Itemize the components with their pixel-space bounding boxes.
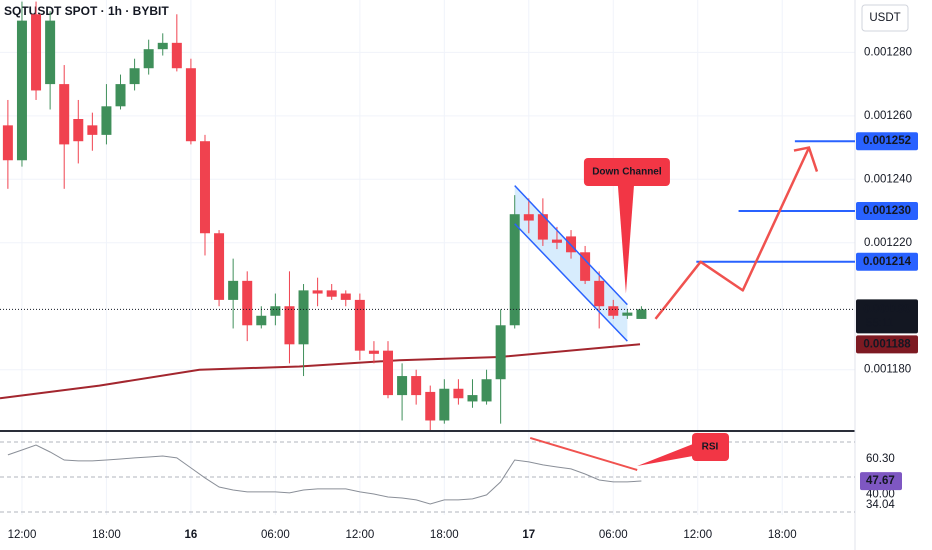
candle-body [636,309,647,319]
chart-title: SQTUSDT SPOT · 1h · BYBIT [4,4,169,18]
candle-body [143,49,154,69]
rsi-callout-label: RSI [702,442,719,453]
candle-body [425,391,436,421]
candle-body [270,306,281,316]
ma-label-box [856,335,918,354]
candle-body [242,280,253,326]
candle-body [467,395,478,402]
callout-label: Down Channel [592,167,662,178]
y-tick-label: 0.001180 [864,364,911,376]
callout-box [583,158,670,186]
rsi-line [7,444,642,505]
candle-body [509,214,520,326]
candle-body [73,119,84,142]
y-tick-label: 0.001220 [864,237,912,249]
candle-body [368,350,379,354]
candle-body [284,306,295,345]
x-tick-label: 06:00 [261,529,290,541]
level-label-box [856,132,918,151]
rsi-callout-pointer [637,444,693,466]
level-label: 0.001214 [863,256,912,268]
candle-body [326,290,337,297]
x-tick-label: 16 [185,529,198,541]
candle-body [453,388,464,399]
candle-body [340,293,351,300]
y-tick-label: 0.001240 [864,173,912,185]
x-tick-label: 18:00 [92,529,121,541]
projection-line [654,147,811,320]
candle-body [59,84,70,145]
candle-body [256,315,267,326]
candle-body [214,233,225,300]
candle-body [115,84,126,107]
x-tick-label: 18:00 [768,529,797,541]
candle-body [157,42,168,50]
x-tick-label: 17 [522,529,535,541]
candle-body [101,106,112,135]
candle-body [383,350,394,396]
candle-body [622,312,633,316]
x-tick-label: 18:00 [430,529,459,541]
candle-body [523,214,534,221]
x-tick-label: 12:00 [683,529,712,541]
projection-arrowhead [793,146,819,172]
candle-body [31,14,42,91]
channel-line [514,185,628,306]
callout-pointer [617,186,634,294]
candle-body [16,20,27,161]
candle-body [537,214,548,240]
candle-body [608,306,619,316]
candle-body [129,68,140,85]
candle-body [298,290,309,345]
x-tick-label: 12:00 [345,529,374,541]
rsi-tick-label: 60.30 [866,453,895,465]
y-tick-label: 0.001260 [864,110,912,122]
candle-body [312,290,323,294]
rsi-current-label: 47.67 [866,475,895,487]
y-tick-label: 0.001280 [864,46,912,58]
current-price-label: 0.001199 [863,303,910,315]
countdown: 55:11 [866,317,894,329]
candle-body [185,68,196,142]
candle-body [551,239,562,243]
x-tick-label: 12:00 [8,529,37,541]
candle-body [45,20,56,85]
candle-body [481,379,492,402]
candle-body [171,42,182,69]
rsi-current-box [860,472,902,491]
candle-body [495,325,506,380]
ma-label: 0.001188 [863,338,911,350]
candle-body [397,376,408,396]
candle-body [87,125,98,135]
candle-body [228,280,239,300]
candle-body [411,376,422,396]
rsi-tick-label: 40.00 [866,489,895,501]
level-label: 0.001252 [863,135,911,147]
level-label-box [856,202,918,221]
candle-body [580,252,591,281]
current-price-box [856,299,918,334]
channel-line [514,223,628,342]
candle-body [439,388,450,421]
level-label: 0.001230 [863,205,911,217]
candle-body [199,141,210,234]
currency: USDT [869,12,900,24]
candle-body [354,299,365,351]
x-tick-label: 06:00 [599,529,628,541]
rsi-trend-line [529,436,638,471]
candle-body [594,280,605,307]
level-label-box [856,252,918,271]
currency-box [861,4,909,32]
candle-body [2,125,13,161]
rsi-tick-label: 34.04 [866,499,895,511]
rsi-callout-box [692,433,729,461]
